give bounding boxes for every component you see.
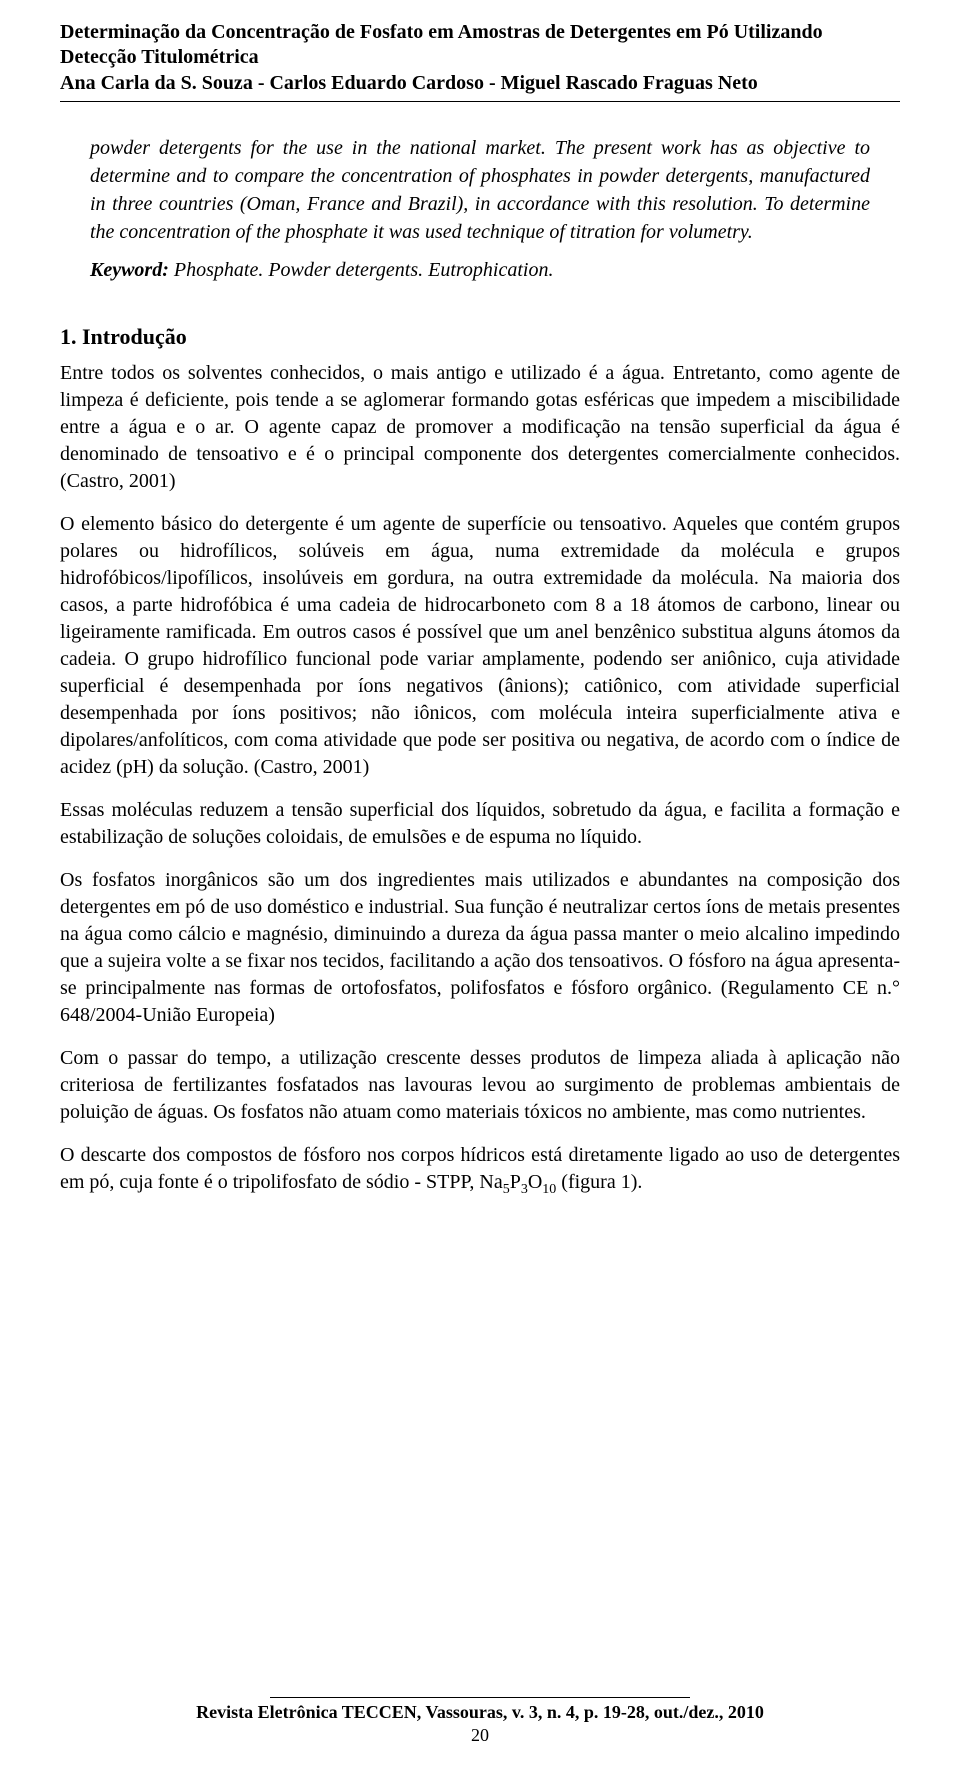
p6-post: (figura 1). <box>556 1171 642 1193</box>
abstract-block: powder detergents for the use in the nat… <box>90 134 870 284</box>
section-heading-introducao: 1. Introdução <box>60 324 900 350</box>
page-footer: Revista Eletrônica TECCEN, Vassouras, v.… <box>60 1697 900 1746</box>
header-rule <box>60 101 900 102</box>
footer-rule <box>270 1697 690 1698</box>
journal-reference: Revista Eletrônica TECCEN, Vassouras, v.… <box>60 1702 900 1723</box>
p6-pre: O descarte dos compostos de fósforo nos … <box>60 1144 900 1193</box>
running-header: Determinação da Concentração de Fosfato … <box>60 20 900 102</box>
page-number: 20 <box>60 1725 900 1746</box>
keyword-values: Phosphate. Powder detergents. Eutrophica… <box>169 259 554 281</box>
body-paragraph: Entre todos os solventes conhecidos, o m… <box>60 360 900 495</box>
body-paragraph: O elemento básico do detergente é um age… <box>60 511 900 781</box>
subscript: 5 <box>503 1182 510 1197</box>
keyword-line: Keyword: Phosphate. Powder detergents. E… <box>90 256 870 284</box>
body-paragraph: Com o passar do tempo, a utilização cres… <box>60 1045 900 1126</box>
keyword-label: Keyword: <box>90 259 169 281</box>
paper-title: Determinação da Concentração de Fosfato … <box>60 20 900 70</box>
p6-mid2: O <box>528 1171 542 1193</box>
p6-mid1: P <box>510 1171 521 1193</box>
page: Determinação da Concentração de Fosfato … <box>0 0 960 1772</box>
abstract-text: powder detergents for the use in the nat… <box>90 134 870 246</box>
body-paragraph-formula: O descarte dos compostos de fósforo nos … <box>60 1142 900 1196</box>
body-paragraph: Essas moléculas reduzem a tensão superfi… <box>60 797 900 851</box>
subscript: 3 <box>521 1182 528 1197</box>
body-paragraph: Os fosfatos inorgânicos são um dos ingre… <box>60 867 900 1029</box>
paper-authors: Ana Carla da S. Souza - Carlos Eduardo C… <box>60 72 900 95</box>
subscript: 10 <box>542 1182 556 1197</box>
